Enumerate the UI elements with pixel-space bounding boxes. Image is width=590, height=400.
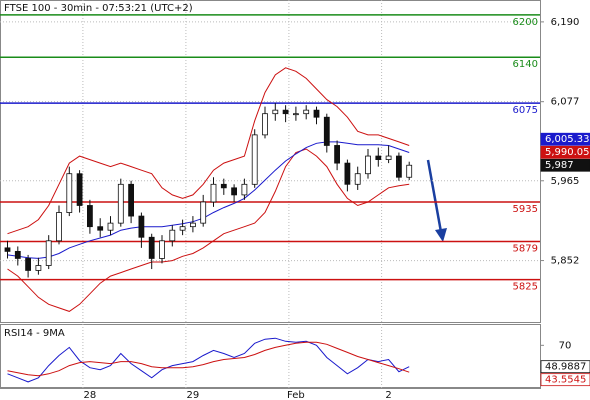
candle-body — [148, 236, 155, 259]
indicator-tick-label: 70 — [559, 340, 572, 351]
candle-body — [241, 183, 248, 196]
value-box — [540, 158, 590, 172]
level-label: 5879 — [513, 244, 538, 255]
rsi-panel — [0, 324, 541, 388]
candle-body — [395, 155, 402, 178]
candle-body — [220, 183, 227, 189]
candle-body — [210, 183, 217, 203]
y-tick-label: 5,852 — [551, 256, 580, 267]
value-box-label: 5,990.05 — [545, 147, 590, 158]
candle-body — [292, 113, 299, 116]
candle-body — [87, 205, 93, 228]
level-label: 6200 — [513, 17, 538, 28]
main-panel — [0, 0, 541, 323]
level-label: 5935 — [513, 204, 538, 215]
candle-body — [97, 226, 104, 231]
x-tick-label: 29 — [187, 390, 200, 400]
candle-body — [323, 116, 330, 146]
candle-body — [159, 240, 165, 259]
value-box — [540, 373, 590, 387]
value-box-label: 5,987 — [545, 160, 574, 171]
candle-body — [365, 155, 371, 175]
candle-body — [375, 155, 382, 160]
candle-body — [262, 113, 268, 136]
candle-body — [179, 226, 186, 231]
candle-body — [272, 109, 279, 115]
value-box — [540, 145, 590, 159]
value-box — [540, 360, 590, 374]
candle-body — [406, 164, 413, 178]
indicator-line — [7, 341, 410, 377]
y-tick-label: 6,190 — [551, 17, 580, 28]
value-box — [540, 132, 590, 146]
indicator-line — [7, 337, 410, 383]
arrow-head — [435, 228, 447, 242]
indicator-title: RSI14 - 9MA — [4, 328, 65, 339]
candle-body — [107, 222, 114, 231]
x-tick-label: 28 — [84, 390, 97, 400]
band-upper — [7, 67, 410, 235]
level-label: 6075 — [513, 105, 538, 116]
value-box-label: 43.5545 — [545, 375, 586, 386]
candle-body — [334, 145, 341, 164]
candle-body — [354, 173, 361, 185]
arrow-shaft — [426, 159, 443, 233]
x-tick-label: Feb — [287, 390, 305, 400]
value-box-label: 6,005.33 — [545, 134, 590, 145]
band-lower — [7, 148, 410, 312]
candle-body — [385, 155, 392, 160]
level-label: 6140 — [513, 59, 538, 70]
candle-body — [128, 183, 135, 217]
value-box-label: 48.9887 — [545, 362, 586, 373]
candle-body — [251, 134, 258, 185]
candle-body — [4, 247, 11, 252]
candle-body — [45, 240, 52, 266]
candle-body — [313, 109, 320, 118]
candle-body — [56, 212, 62, 242]
candle-body — [200, 201, 207, 224]
candle-body — [282, 109, 289, 115]
candle-body — [231, 187, 238, 196]
candle-body — [169, 229, 176, 242]
level-label: 5825 — [513, 282, 538, 293]
y-tick-label: 5,965 — [551, 176, 580, 187]
candle-body — [66, 173, 73, 213]
candle-body — [25, 258, 32, 271]
candle-body — [76, 173, 83, 206]
x-tick-label: 2 — [385, 390, 391, 400]
y-tick-label: 6,077 — [551, 97, 580, 108]
candle-body — [189, 222, 196, 228]
candle-body — [35, 265, 42, 271]
candle-body — [344, 162, 351, 185]
moving-average — [7, 141, 410, 259]
chart-title: FTSE 100 - 30min - 07:53:21 (UTC+2) — [4, 3, 193, 14]
candle-body — [138, 215, 145, 238]
candle-body — [117, 183, 124, 224]
candle-body — [14, 250, 21, 259]
trend-arrow — [426, 159, 447, 242]
candle-body — [303, 109, 310, 115]
